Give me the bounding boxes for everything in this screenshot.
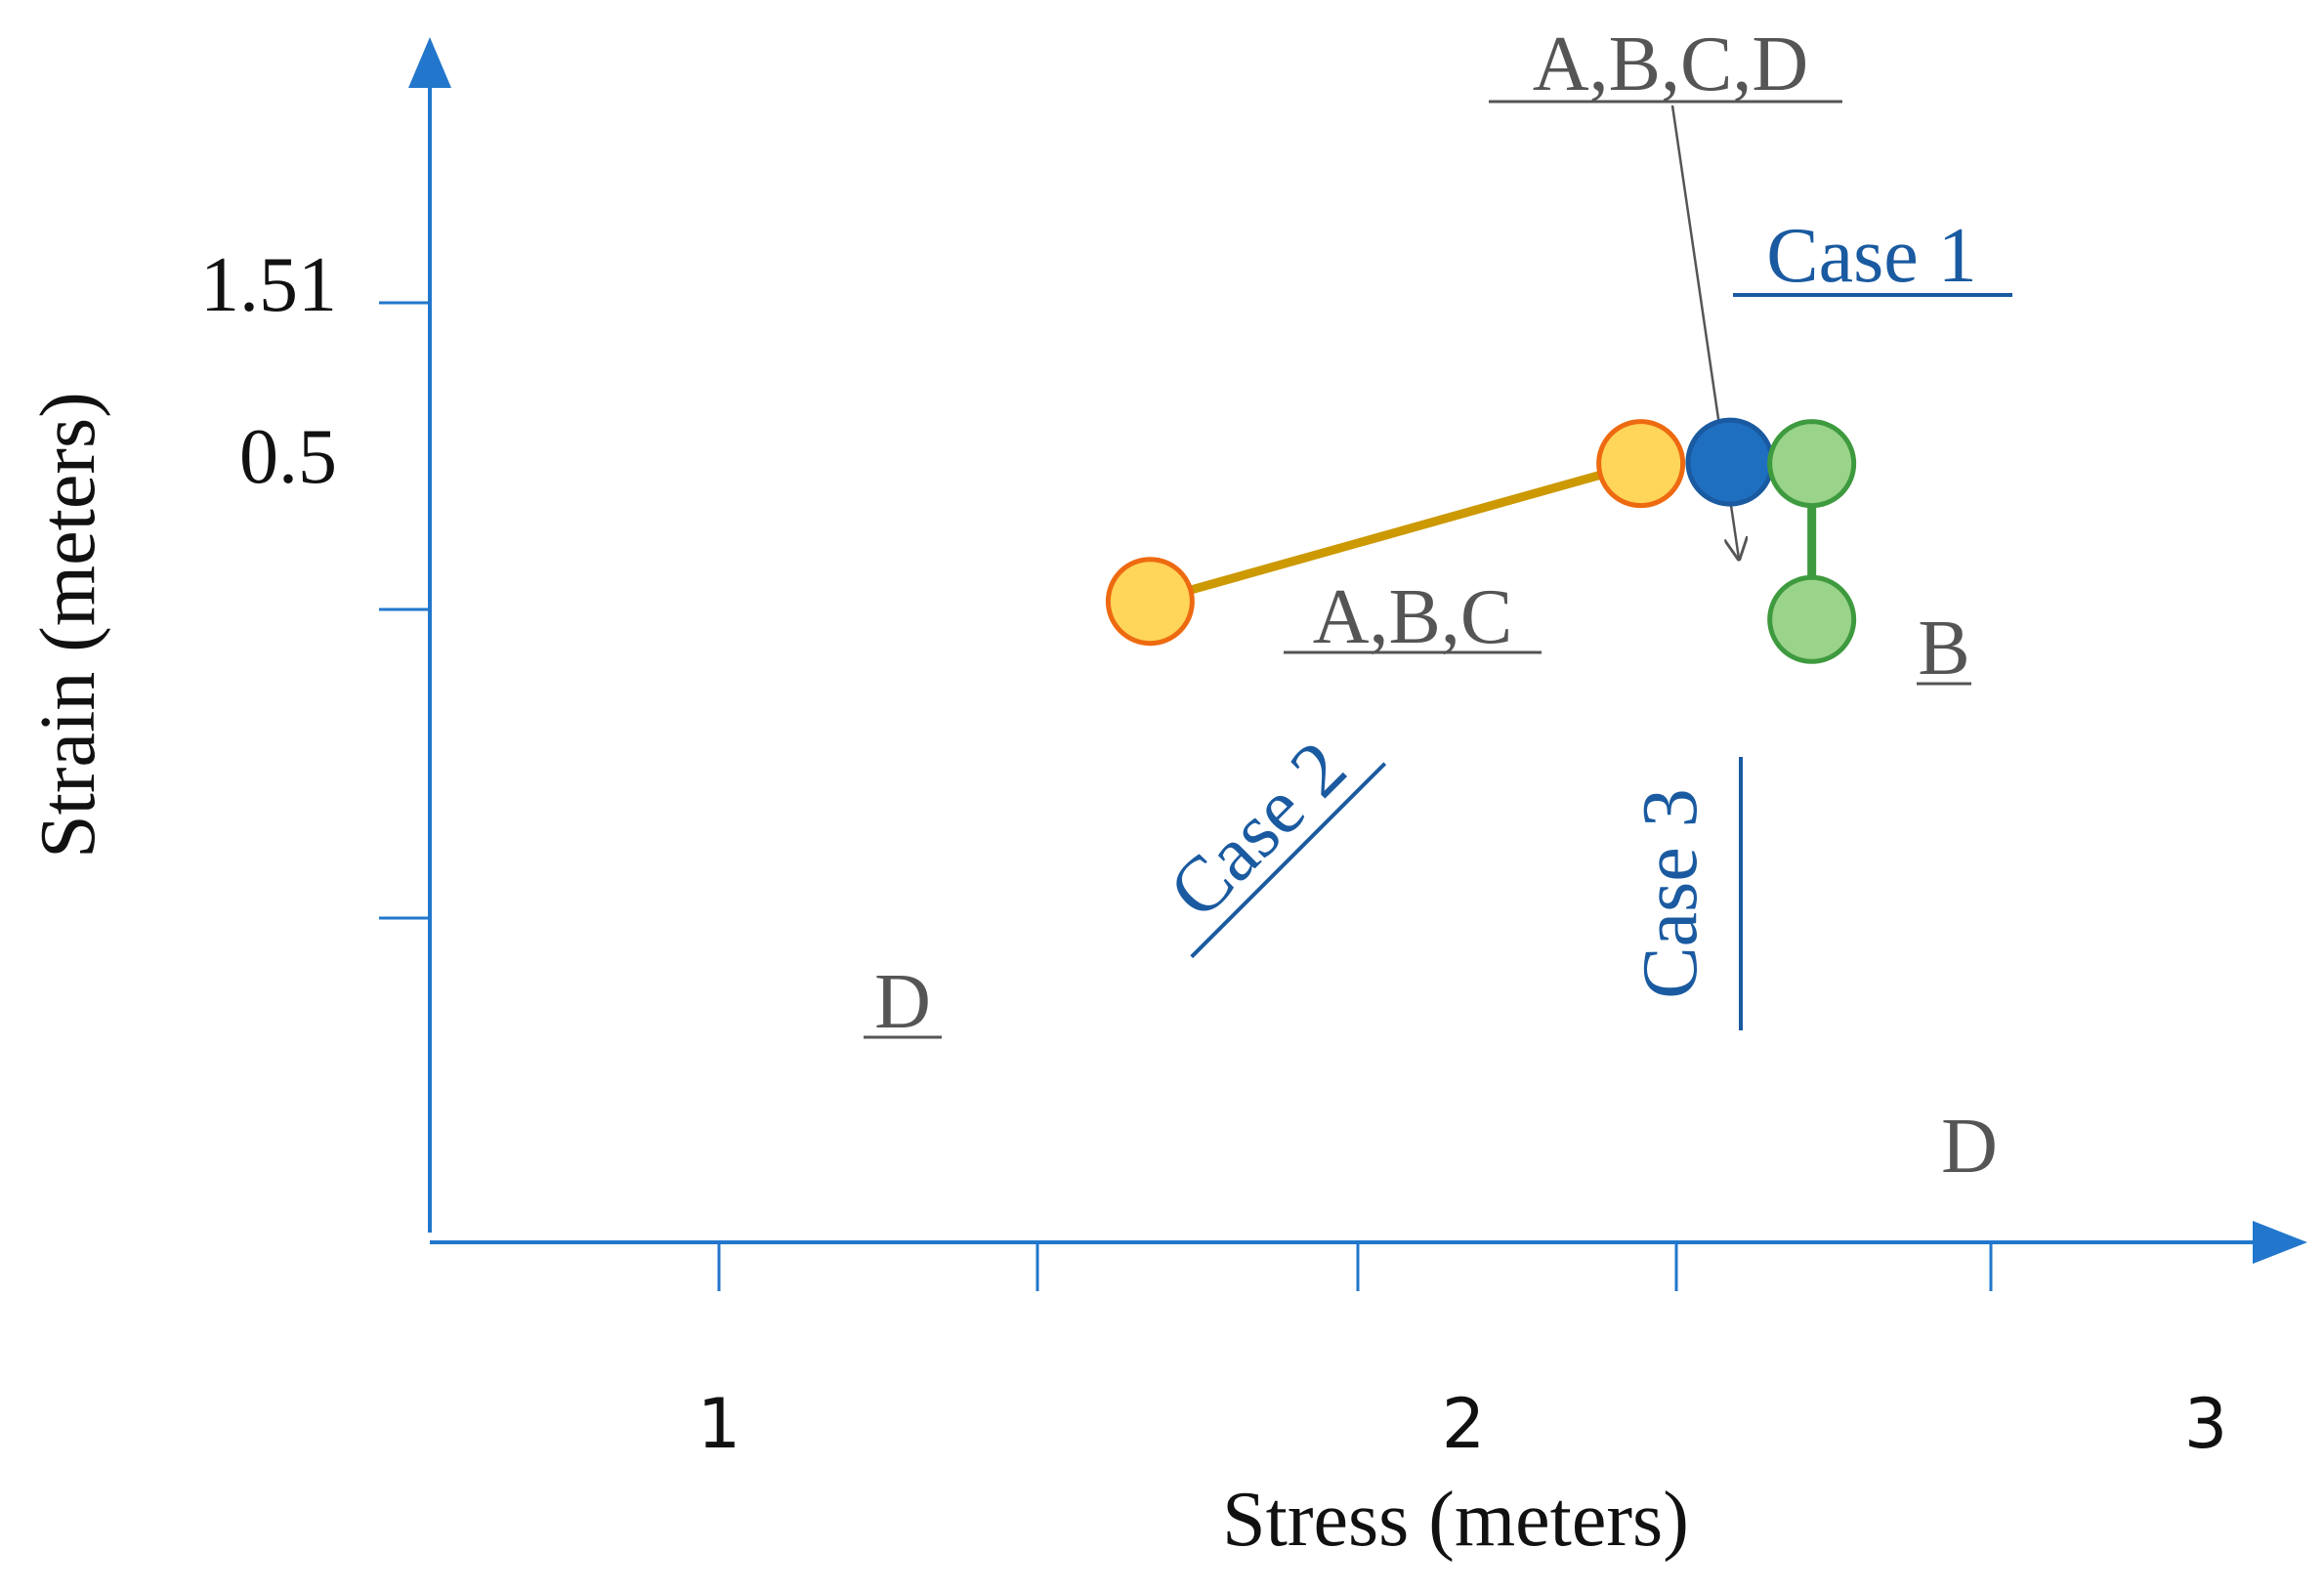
y-ticks [379, 301, 430, 920]
underline [1190, 762, 1387, 959]
x-tick-label: 3 [2184, 1384, 2228, 1464]
axes [408, 37, 2307, 1264]
x-axis-arrowhead [2253, 1221, 2307, 1264]
y-axis-arrowhead [408, 37, 451, 88]
series-line-case-2 [1145, 459, 1646, 607]
data-point-case-3-b [1767, 419, 1857, 509]
series-label-case-1: Case 1 [1766, 213, 1977, 299]
y-tick-label: 1.51 [200, 242, 337, 328]
series-label-case-3: Case 3 [1627, 788, 1713, 999]
y-tick-label: 0.5 [239, 414, 337, 500]
point-label-d-right: D [1941, 1104, 1998, 1190]
point-label-b: B [1918, 606, 1969, 691]
point-label-abc: A,B,C [1313, 574, 1513, 660]
x-axis-label: Stress (meters) [1222, 1477, 1689, 1563]
data-point-case-3-d [1767, 574, 1857, 664]
x-ticks [717, 1242, 1993, 1291]
data-point-case-1 [1685, 417, 1775, 507]
y-axis-label: Strain (meters) [25, 392, 111, 858]
series-label-case-2-group: Case 2 [1153, 725, 1387, 959]
x-tick-label: 2 [1442, 1384, 1486, 1464]
point-label-abcd: A,B,C,D [1533, 21, 1808, 107]
point-label-group: A,B,C,D A,B,C D B D [864, 21, 1998, 1190]
data-point-case-2-d [1105, 557, 1195, 647]
data-point-case-2-abc [1596, 419, 1686, 509]
point-label-d-left: D [874, 959, 931, 1045]
series-label-case-2: Case 2 [1153, 725, 1363, 935]
series-label-case-3-group: Case 3 [1627, 757, 1743, 1030]
x-tick-label: 1 [697, 1384, 741, 1464]
